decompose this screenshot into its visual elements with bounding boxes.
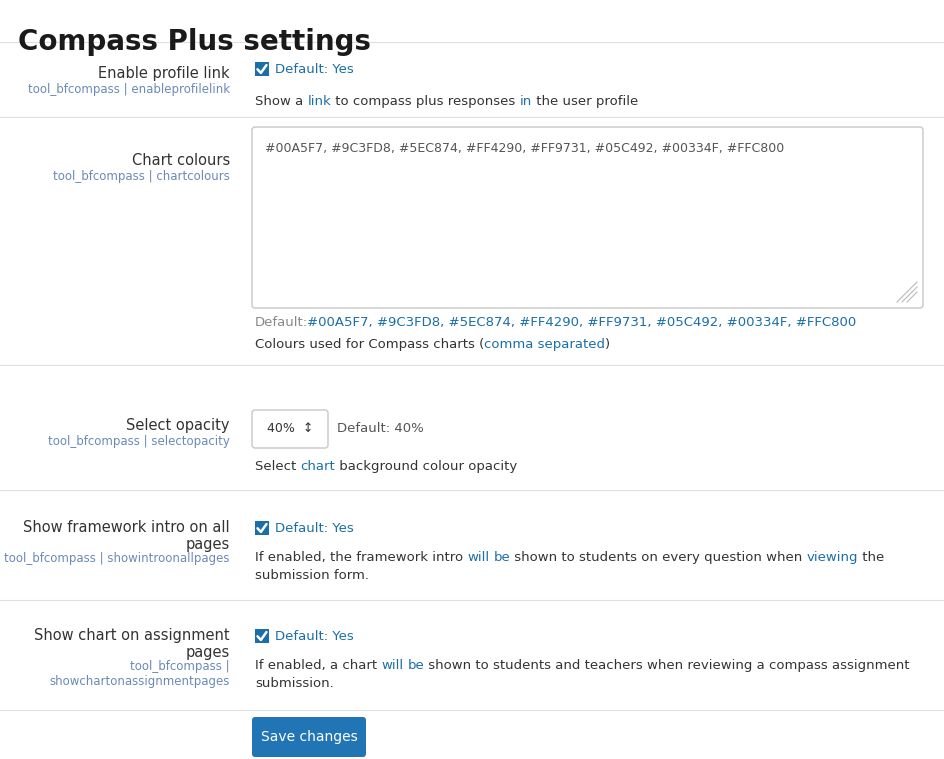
- Text: chart: chart: [300, 460, 335, 473]
- FancyBboxPatch shape: [255, 62, 269, 76]
- Text: comma separated: comma separated: [483, 338, 604, 351]
- FancyBboxPatch shape: [252, 127, 922, 308]
- Text: will: will: [467, 551, 489, 564]
- Text: #00A5F7, #9C3FD8, #5EC874, #FF4290, #FF9731, #05C492, #00334F, #FFC800: #00A5F7, #9C3FD8, #5EC874, #FF4290, #FF9…: [264, 142, 784, 155]
- FancyBboxPatch shape: [255, 521, 269, 535]
- Text: submission.: submission.: [255, 677, 333, 690]
- Text: tool_bfcompass | selectopacity: tool_bfcompass | selectopacity: [48, 435, 229, 448]
- Text: 40%  ↕: 40% ↕: [266, 423, 312, 436]
- FancyBboxPatch shape: [252, 717, 365, 757]
- Text: to compass plus responses: to compass plus responses: [331, 95, 519, 108]
- Text: background colour opacity: background colour opacity: [335, 460, 517, 473]
- FancyBboxPatch shape: [255, 629, 269, 643]
- Text: will: will: [381, 659, 403, 672]
- Text: ): ): [604, 338, 610, 351]
- Text: showchartonassignmentpages: showchartonassignmentpages: [50, 675, 229, 688]
- Text: in: in: [519, 95, 531, 108]
- Text: Show a: Show a: [255, 95, 307, 108]
- Text: Chart colours: Chart colours: [131, 153, 229, 168]
- Text: If enabled, a chart: If enabled, a chart: [255, 659, 381, 672]
- Text: the: the: [857, 551, 884, 564]
- Text: #00A5F7, #9C3FD8, #5EC874, #FF4290, #FF9731, #05C492, #00334F, #FFC800: #00A5F7, #9C3FD8, #5EC874, #FF4290, #FF9…: [307, 316, 855, 329]
- Text: Compass Plus settings: Compass Plus settings: [18, 28, 371, 56]
- Text: Select: Select: [255, 460, 300, 473]
- Text: shown to students on every question when: shown to students on every question when: [510, 551, 806, 564]
- Text: the user profile: the user profile: [531, 95, 637, 108]
- Text: shown to students and teachers when reviewing a compass assignment: shown to students and teachers when revi…: [424, 659, 909, 672]
- Text: tool_bfcompass | chartcolours: tool_bfcompass | chartcolours: [53, 170, 229, 183]
- Text: Default: Yes: Default: Yes: [275, 63, 353, 76]
- Text: Default: Yes: Default: Yes: [275, 522, 353, 535]
- Text: Default: 40%: Default: 40%: [337, 423, 423, 436]
- Text: Select opacity: Select opacity: [126, 418, 229, 433]
- Text: Default:: Default:: [255, 316, 308, 329]
- Text: viewing: viewing: [806, 551, 857, 564]
- Text: tool_bfcompass |: tool_bfcompass |: [130, 660, 229, 673]
- Text: Show chart on assignment
pages: Show chart on assignment pages: [34, 628, 229, 660]
- Text: Enable profile link: Enable profile link: [98, 66, 229, 81]
- Text: Default: Yes: Default: Yes: [275, 630, 353, 643]
- Text: If enabled, the framework intro: If enabled, the framework intro: [255, 551, 467, 564]
- Text: Save changes: Save changes: [261, 730, 357, 744]
- Text: tool_bfcompass | enableprofilelink: tool_bfcompass | enableprofilelink: [27, 83, 229, 96]
- Text: submission form.: submission form.: [255, 569, 368, 582]
- Text: link: link: [307, 95, 331, 108]
- Text: be: be: [493, 551, 510, 564]
- Text: tool_bfcompass | showintroonallpages: tool_bfcompass | showintroonallpages: [5, 552, 229, 565]
- Text: be: be: [407, 659, 424, 672]
- Text: Colours used for Compass charts (: Colours used for Compass charts (: [255, 338, 483, 351]
- FancyBboxPatch shape: [252, 410, 328, 448]
- Text: Show framework intro on all
pages: Show framework intro on all pages: [24, 520, 229, 553]
